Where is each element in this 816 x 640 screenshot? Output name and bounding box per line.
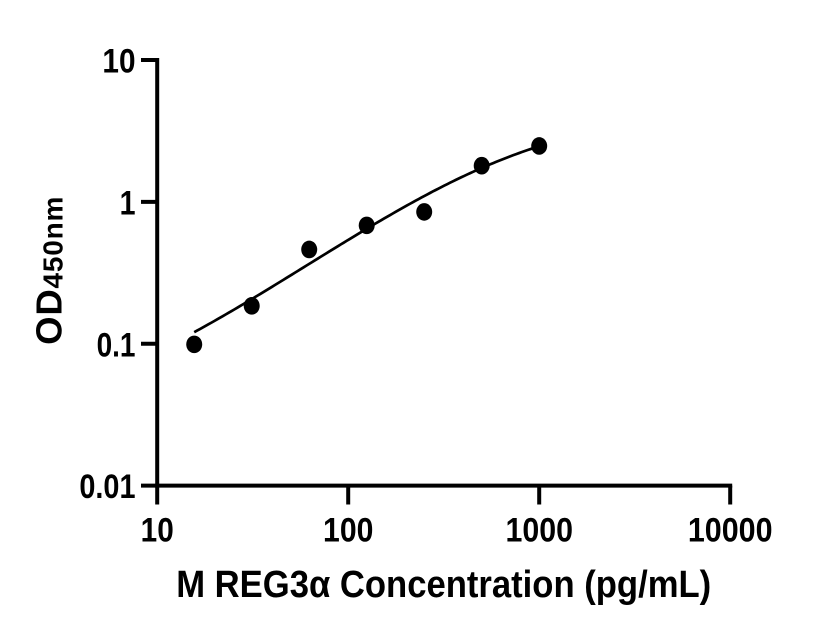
- data-point-marker: [243, 297, 260, 315]
- x-axis-title: M REG3α Concentration (pg/mL): [176, 564, 711, 606]
- x-tick-label: 100: [323, 512, 373, 550]
- x-tick-label: 10: [141, 512, 174, 550]
- y-axis-title: OD450nm: [29, 196, 70, 345]
- y-tick-label: 0.01: [79, 468, 135, 506]
- y-axis-title-subscript: 450nm: [38, 196, 69, 289]
- data-point-marker: [416, 203, 433, 221]
- y-tick-label: 0.1: [97, 326, 136, 364]
- axes: [141, 58, 733, 505]
- data-point-layer: [186, 137, 548, 354]
- data-point-marker: [358, 216, 375, 235]
- data-point-marker: [186, 335, 203, 354]
- y-tick-label: 1: [120, 185, 136, 223]
- x-tick-label: 10000: [688, 512, 773, 550]
- y-axis-title-main: OD: [29, 289, 70, 345]
- tick-labels: 10 100 1000 10000 0.01 0.1 1 10: [79, 43, 772, 550]
- y-tick-label: 10: [102, 43, 135, 81]
- data-point-marker: [531, 137, 548, 155]
- data-point-marker: [473, 156, 490, 175]
- data-point-marker: [301, 240, 318, 259]
- x-tick-label: 1000: [505, 512, 573, 550]
